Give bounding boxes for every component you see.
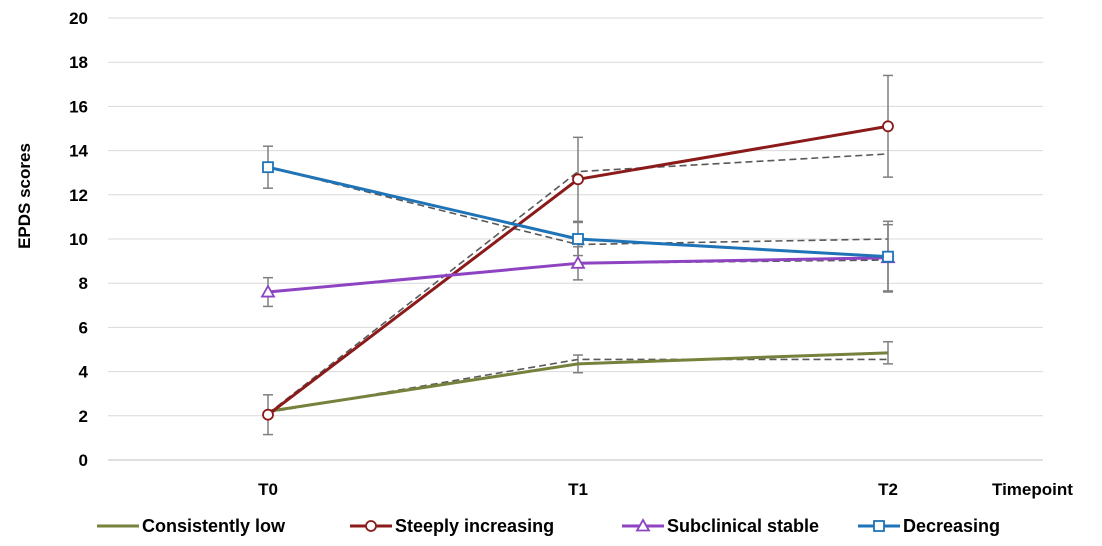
circle-marker [365, 520, 377, 532]
square-marker [873, 520, 885, 532]
triangle-marker [260, 284, 276, 298]
y-axis-title: EPDS scores [15, 143, 34, 249]
y-tick-labels: 0 2 4 6 8 10 12 14 16 18 20 [69, 9, 88, 470]
x-axis-title: Timepoint [992, 480, 1073, 499]
legend-label: Steeply increasing [395, 516, 554, 536]
legend-label: Subclinical stable [667, 516, 819, 536]
triangle-marker [635, 518, 651, 532]
square-marker [882, 250, 894, 263]
circle-marker [572, 173, 584, 186]
y-tick-label: 18 [69, 53, 88, 72]
square-marker [262, 161, 274, 174]
circle-marker [262, 408, 274, 421]
y-tick-label: 6 [79, 318, 88, 337]
triangle-marker [570, 255, 586, 269]
y-tick-label: 0 [79, 451, 88, 470]
legend: Consistently low Steeply increasing Subcli… [97, 516, 1000, 536]
y-tick-label: 10 [69, 230, 88, 249]
y-tick-label: 16 [69, 97, 88, 116]
y-tick-label: 2 [79, 407, 88, 426]
x-tick-labels: T0 T1 T2 [258, 480, 898, 499]
y-tick-label: 14 [69, 142, 88, 161]
y-tick-label: 20 [69, 9, 88, 28]
series-line [267, 351, 889, 413]
x-tick-label: T1 [568, 480, 588, 499]
y-tick-label: 4 [79, 363, 89, 382]
legend-label: Decreasing [903, 516, 1000, 536]
x-tick-label: T0 [258, 480, 278, 499]
y-tick-label: 8 [79, 274, 88, 293]
x-tick-label: T2 [878, 480, 898, 499]
square-marker [572, 233, 584, 245]
series-markers [260, 120, 896, 421]
fitted-line [267, 153, 889, 415]
y-tick-label: 12 [69, 186, 88, 205]
legend-label: Consistently low [142, 516, 286, 536]
error-bars [263, 74, 893, 436]
circle-marker [882, 120, 894, 133]
